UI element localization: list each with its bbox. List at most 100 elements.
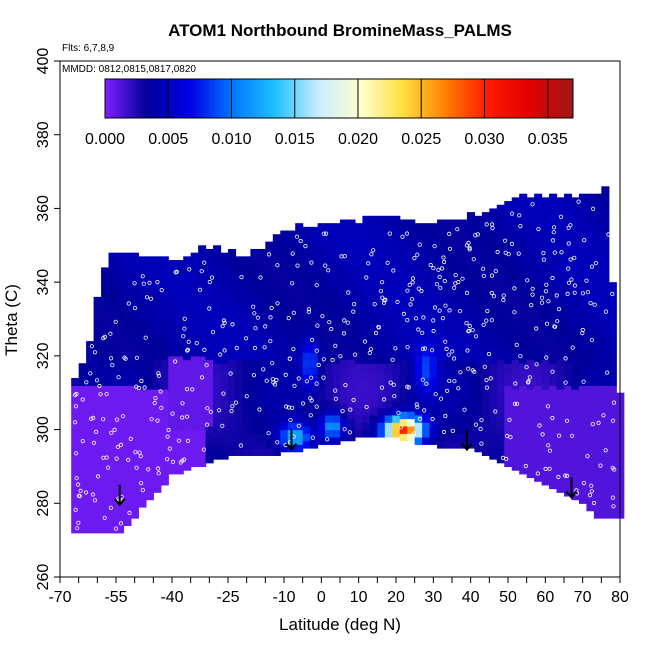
heatmap-cell xyxy=(399,389,408,397)
heatmap-cell xyxy=(414,355,423,364)
heatmap-cell xyxy=(369,355,378,364)
heatmap-cell xyxy=(384,237,393,246)
sample-point xyxy=(156,471,161,476)
heatmap-cell xyxy=(317,392,326,401)
heatmap-cell xyxy=(564,201,573,210)
heatmap-cell xyxy=(183,425,192,434)
heatmap-cell xyxy=(549,429,558,438)
heatmap-cell xyxy=(496,315,505,324)
heatmap-cell xyxy=(496,381,505,390)
sample-point xyxy=(443,413,448,419)
sample-point xyxy=(182,316,187,321)
heatmap-cell xyxy=(496,440,505,449)
heatmap-cell xyxy=(489,252,498,261)
heatmap-cell xyxy=(414,326,423,335)
heatmap-cell xyxy=(250,418,259,427)
heatmap-cell xyxy=(511,425,520,434)
heatmap-cell xyxy=(407,300,416,309)
heatmap-cell xyxy=(317,304,326,313)
heatmap-cell xyxy=(571,396,580,405)
colorbar-swatch xyxy=(487,79,491,118)
heatmap-cell xyxy=(250,433,259,442)
colorbar-swatch xyxy=(190,79,194,118)
heatmap-cell xyxy=(116,444,125,453)
sample-point xyxy=(382,298,387,303)
heatmap-cell xyxy=(459,219,468,228)
heatmap-cell xyxy=(474,444,483,453)
heatmap-cell xyxy=(340,234,349,243)
sample-point xyxy=(314,381,319,386)
heatmap-cell xyxy=(145,470,154,479)
heatmap-cell xyxy=(205,440,214,449)
heatmap-cell xyxy=(534,444,543,453)
heatmap-cell xyxy=(459,425,468,434)
heatmap-cell xyxy=(190,459,199,468)
heatmap-cell xyxy=(78,400,87,409)
heatmap-cell xyxy=(280,436,289,445)
heatmap-cell xyxy=(250,263,259,272)
heatmap-cell xyxy=(369,400,378,409)
sample-point xyxy=(104,392,109,397)
heatmap-cell xyxy=(556,484,565,493)
heatmap-cell xyxy=(377,223,386,232)
sample-point xyxy=(126,301,131,306)
heatmap-cell xyxy=(228,300,237,309)
heatmap-cell xyxy=(130,414,139,423)
heatmap-cell xyxy=(190,267,199,276)
heatmap-cell xyxy=(242,381,251,390)
heatmap-cell xyxy=(168,429,177,438)
heatmap-cell xyxy=(153,425,162,434)
heatmap-cell xyxy=(466,337,475,346)
heatmap-cell xyxy=(511,263,520,272)
heatmap-cell xyxy=(280,252,289,261)
heatmap-cell xyxy=(362,377,371,386)
x-tick-label: -70 xyxy=(48,589,71,606)
sample-point xyxy=(228,371,233,376)
sample-point xyxy=(255,315,260,320)
colorbar-swatch xyxy=(336,79,340,118)
heatmap-cell xyxy=(444,374,453,383)
heatmap-cell xyxy=(444,285,453,294)
heatmap-cell xyxy=(437,330,446,339)
heatmap-cell xyxy=(437,403,446,412)
heatmap-cell xyxy=(295,333,304,342)
heatmap-cell xyxy=(571,359,580,368)
heatmap-cell xyxy=(586,414,595,423)
heatmap-cell xyxy=(235,411,244,420)
heatmap-cell xyxy=(571,477,580,486)
heatmap-cell xyxy=(407,285,416,294)
sample-point xyxy=(405,288,410,293)
heatmap-cell xyxy=(108,510,117,519)
heatmap-cell xyxy=(347,278,356,287)
heatmap-cell xyxy=(586,370,595,379)
sample-point xyxy=(576,199,581,204)
heatmap-cell xyxy=(295,230,304,239)
heatmap-cell xyxy=(317,370,326,379)
sample-point xyxy=(184,386,190,392)
sample-point xyxy=(74,476,79,481)
heatmap-cell xyxy=(474,385,483,394)
heatmap-cell xyxy=(168,370,177,379)
heatmap-cell xyxy=(459,411,468,420)
heatmap-cell xyxy=(466,248,475,257)
heatmap-cell xyxy=(593,245,602,254)
heatmap-cell xyxy=(556,256,565,265)
heatmap-cell xyxy=(153,389,162,397)
heatmap-cell xyxy=(302,271,311,280)
heatmap-cell xyxy=(205,418,214,427)
sample-point xyxy=(76,482,81,487)
heatmap-cell xyxy=(354,422,363,431)
heatmap-cell xyxy=(220,252,229,261)
heatmap-cell xyxy=(332,237,341,246)
heatmap-cell xyxy=(183,448,192,456)
heatmap-cell xyxy=(489,223,498,232)
heatmap-cell xyxy=(586,429,595,438)
heatmap-cell xyxy=(377,341,386,350)
sample-point xyxy=(420,330,425,335)
heatmap-cell xyxy=(250,374,259,383)
heatmap-cell xyxy=(123,510,132,519)
heatmap-cell xyxy=(130,422,139,431)
sample-point xyxy=(91,440,97,445)
heatmap-cell xyxy=(369,348,378,357)
heatmap-cell xyxy=(586,319,595,327)
